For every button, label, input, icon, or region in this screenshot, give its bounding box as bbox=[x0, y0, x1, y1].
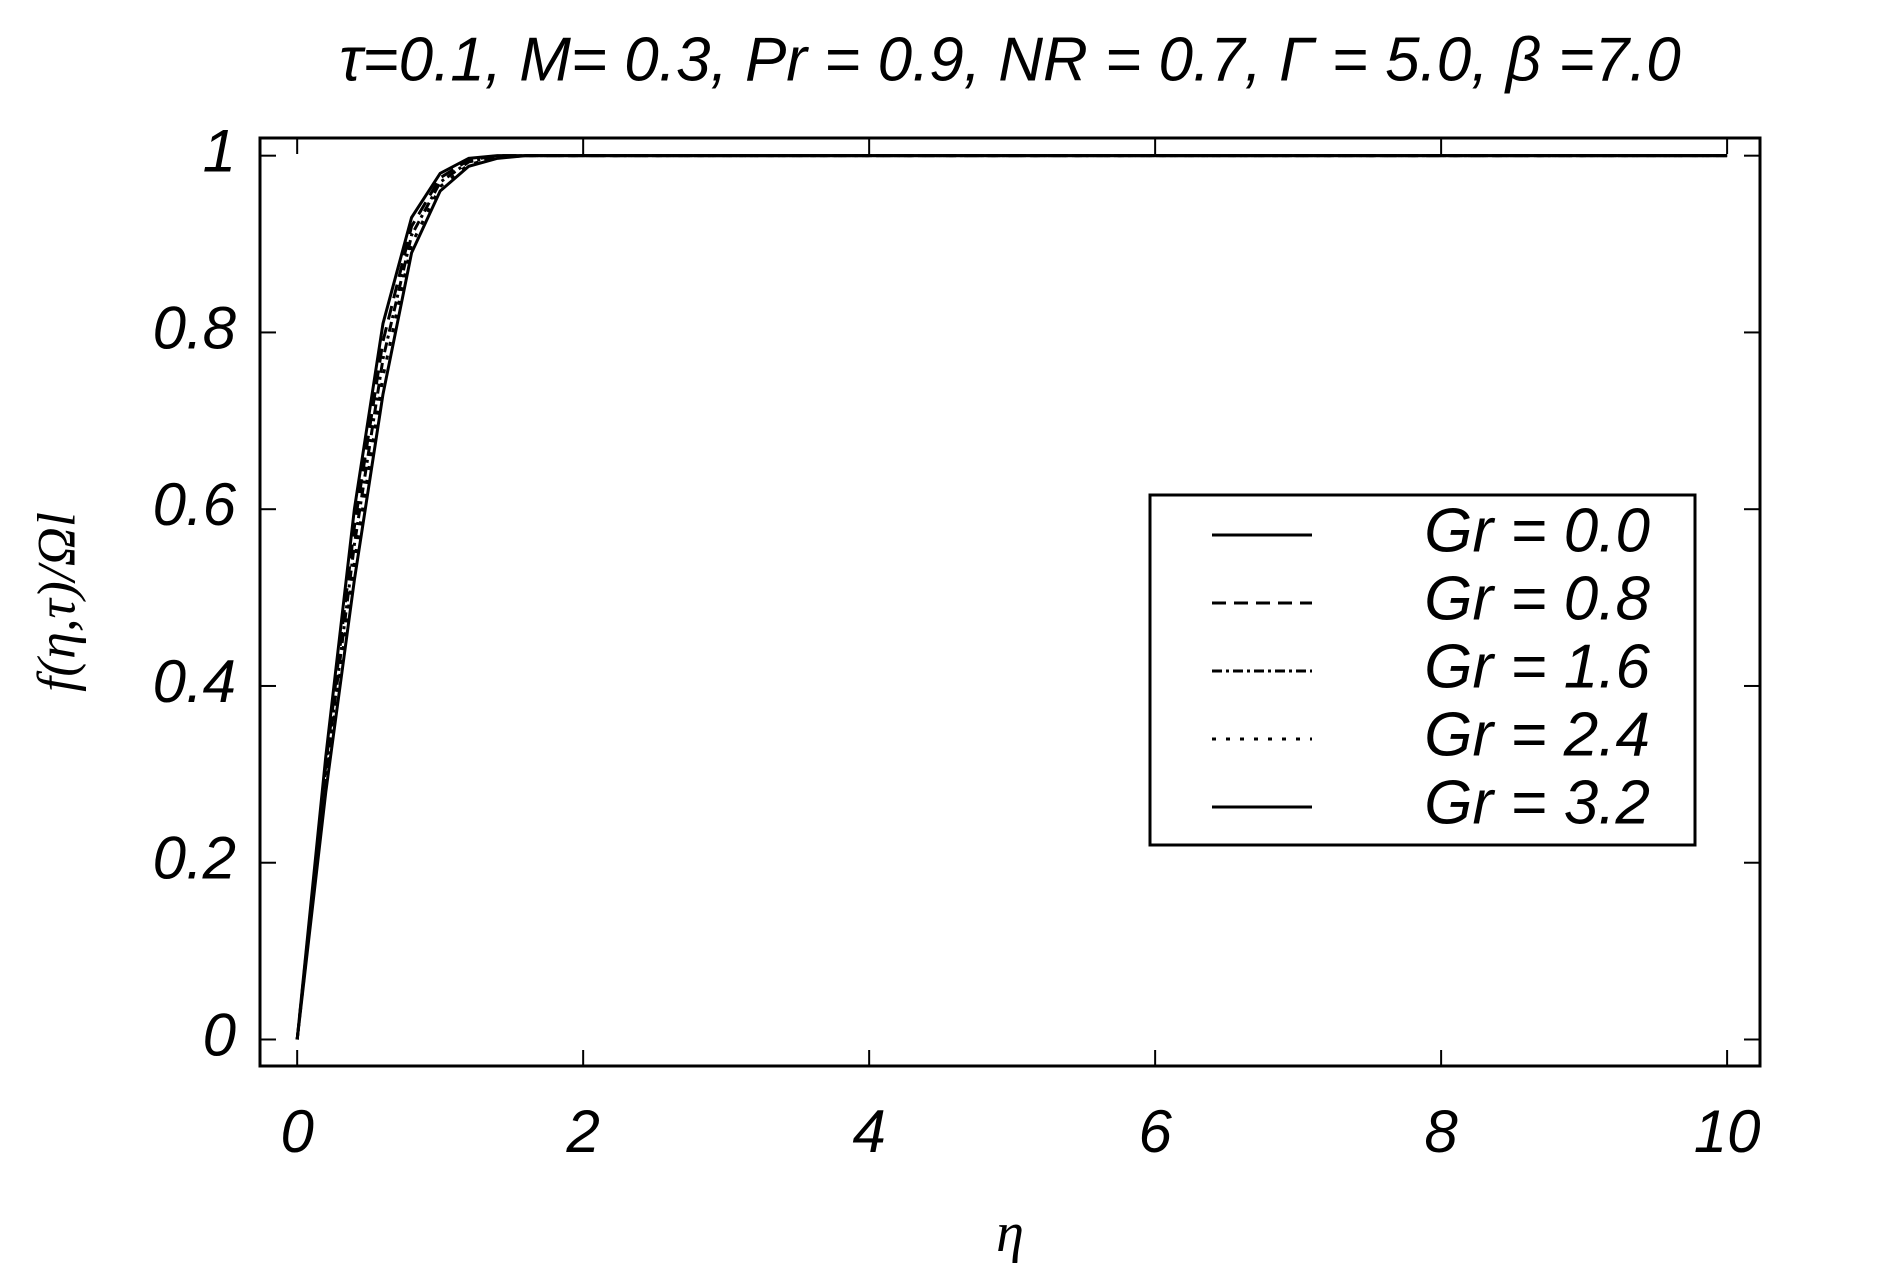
legend-label: Gr = 1.6 bbox=[1424, 632, 1650, 701]
legend-label: Gr = 3.2 bbox=[1424, 768, 1650, 837]
y-tick-label: 0.8 bbox=[153, 294, 237, 361]
data-line bbox=[295, 154, 1728, 1040]
y-axis-label: f(η,τ)/Ωl bbox=[26, 512, 86, 692]
chart-title: τ=0.1, M= 0.3, Pr = 0.9, NR = 0.7, Γ = 5… bbox=[339, 25, 1681, 94]
legend-label: Gr = 2.4 bbox=[1424, 700, 1650, 769]
x-tick-label: 8 bbox=[1424, 1098, 1458, 1165]
legend-label: Gr = 0.0 bbox=[1424, 496, 1650, 565]
x-tick-label: 4 bbox=[852, 1098, 885, 1165]
y-tick-label: 0.4 bbox=[153, 648, 236, 715]
x-tick-label: 10 bbox=[1694, 1098, 1761, 1165]
y-tick-label: 0.6 bbox=[153, 471, 237, 538]
legend-label: Gr = 0.8 bbox=[1424, 564, 1650, 633]
x-axis-label: η bbox=[996, 1202, 1024, 1264]
y-tick-label: 1 bbox=[203, 118, 236, 185]
y-tick-label: 0.2 bbox=[153, 825, 236, 892]
y-tick-label: 0 bbox=[203, 1001, 236, 1068]
x-tick-label: 2 bbox=[565, 1098, 599, 1165]
x-tick-label: 0 bbox=[280, 1098, 313, 1165]
x-tick-label: 6 bbox=[1138, 1098, 1172, 1165]
plot-frame bbox=[258, 136, 1762, 1068]
